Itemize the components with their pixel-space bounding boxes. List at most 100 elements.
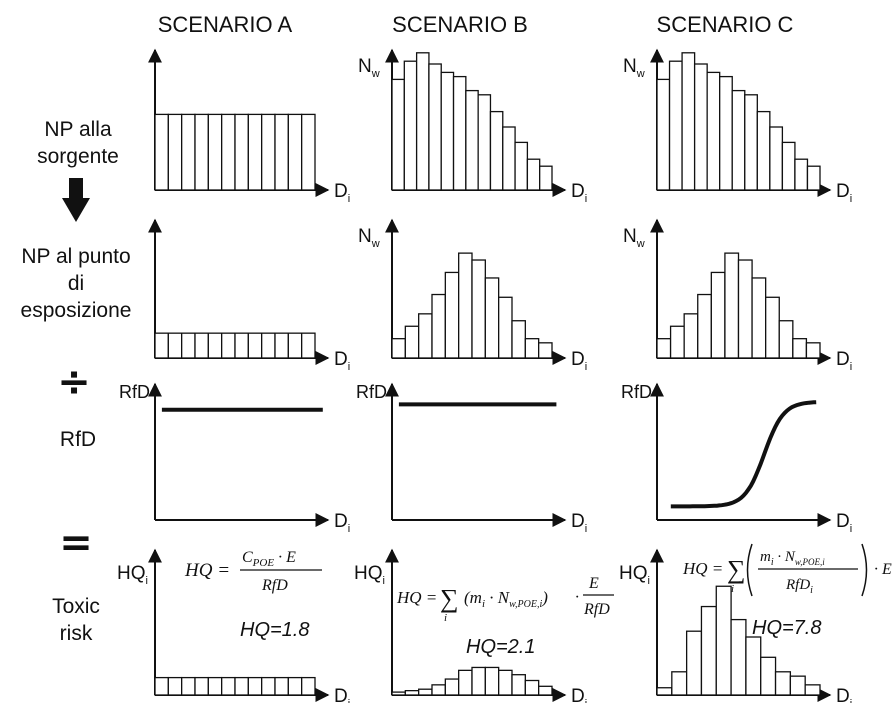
histogram-bar: [431, 293, 446, 359]
row-label-exposure-1: NP al punto: [21, 245, 130, 268]
x-axis-label: Di: [571, 181, 587, 205]
hq-value-b: HQ=2.1: [466, 636, 535, 658]
histogram-bar: [539, 165, 553, 191]
panel-r4-c2: Di HQi: [354, 548, 587, 703]
histogram-bar: [167, 676, 183, 696]
y-axis-label: HQi: [117, 563, 148, 587]
histogram-bar: [167, 113, 183, 191]
x-axis-label: Di: [334, 349, 350, 373]
down-arrow-icon: [62, 178, 90, 222]
row-label-rfd: RfD: [60, 428, 96, 451]
x-axis-label: Di: [571, 686, 587, 703]
x-axis-label: Di: [836, 349, 852, 373]
histogram-bar: [274, 332, 289, 359]
histogram-bar: [221, 113, 236, 191]
svg-text:·: ·: [575, 589, 579, 606]
panels-grid: Di Di Nw Di Nw Di Di Nw Di Nw Di RfD Di RfD Di RfD Di HQi…: [117, 48, 852, 703]
histogram-bar: [671, 671, 688, 696]
histogram-bar: [301, 676, 316, 696]
histogram-bar: [440, 71, 455, 191]
panel-r1-c1: Di: [148, 48, 350, 205]
row-label-risk-1: Toxic: [52, 595, 100, 618]
svg-text:∑: ∑: [440, 584, 459, 613]
panel-r3-c3: Di RfD: [621, 382, 852, 535]
rfd-curve: [670, 400, 817, 509]
histogram-bar: [391, 338, 406, 359]
histogram-bar: [719, 75, 733, 191]
histogram-bar: [471, 259, 486, 359]
svg-text:HQ =: HQ =: [396, 588, 437, 607]
histogram-bar: [484, 666, 500, 696]
svg-text:RfD: RfD: [261, 577, 288, 594]
svg-text:i: i: [731, 583, 734, 595]
histogram-bar: [778, 320, 794, 359]
svg-text:· E: · E: [874, 561, 892, 578]
svg-text:CPOE · E: CPOE · E: [242, 549, 296, 569]
histogram-bar: [781, 141, 796, 191]
y-axis-label: Nw: [358, 226, 380, 250]
histogram-bar: [167, 332, 183, 359]
x-axis-label: Di: [334, 686, 350, 703]
histogram-bar: [794, 158, 809, 191]
histogram-bar: [693, 63, 708, 191]
svg-text:∑: ∑: [727, 555, 746, 584]
svg-text:E: E: [588, 575, 599, 592]
histogram-bar: [471, 666, 486, 696]
histogram-bar: [710, 271, 726, 359]
panel-r3-c1: Di RfD: [119, 382, 350, 535]
histogram-bar: [751, 277, 767, 359]
histogram-bar: [806, 165, 821, 191]
x-axis-label: Di: [836, 181, 852, 205]
panel-r1-c3: Di Nw: [623, 48, 852, 205]
histogram-bar: [207, 332, 223, 359]
panel-r3-c2: Di RfD: [356, 382, 587, 535]
histogram-bar: [669, 325, 685, 359]
histogram-bar: [744, 94, 758, 191]
histogram-bar: [301, 332, 316, 359]
histogram-bar: [511, 320, 526, 359]
histogram-bar: [418, 688, 433, 696]
formula-b: HQ = ∑ i (mi · Nw,POE,i) · E RfD: [396, 575, 614, 624]
histogram-bar: [765, 296, 780, 359]
y-axis-label: Nw: [623, 56, 645, 80]
histogram-bar: [234, 676, 249, 696]
histogram-bar: [458, 669, 473, 696]
panel-r2-c3: Di Nw: [623, 218, 852, 373]
histogram-bar: [194, 676, 209, 696]
histogram-bar: [731, 89, 746, 191]
svg-text:RfD: RfD: [583, 601, 610, 618]
histogram-bar: [431, 684, 446, 696]
histogram-bar: [247, 676, 263, 696]
svg-text:RfDi: RfDi: [785, 577, 813, 596]
header-scenario-a: SCENARIO A: [158, 12, 293, 37]
histogram-bar: [415, 52, 430, 191]
y-axis-label: HQi: [354, 563, 385, 587]
histogram-bar: [526, 158, 541, 191]
histogram-bar: [452, 75, 467, 191]
histogram-bar: [769, 126, 784, 191]
histogram-bar: [774, 671, 792, 696]
hq-value-c: HQ=7.8: [752, 617, 821, 639]
histogram-bar: [498, 296, 513, 359]
row-label-exposure-3: esposizione: [21, 299, 132, 322]
equals-symbol: =: [59, 520, 93, 566]
histogram-bar: [247, 113, 263, 191]
histogram-bar: [301, 113, 316, 191]
histogram-bar: [745, 636, 762, 696]
histogram-bar: [247, 332, 263, 359]
histogram-bar: [511, 674, 526, 696]
histogram-bar: [428, 63, 442, 191]
histogram-bar: [792, 338, 808, 359]
histogram-bar: [181, 332, 196, 359]
histogram-bar: [656, 78, 671, 191]
histogram-bar: [789, 675, 806, 696]
svg-text:HQ =: HQ =: [184, 560, 230, 581]
panel-r2-c1: Di: [148, 218, 350, 373]
row-label-risk-2: risk: [60, 622, 93, 645]
histogram-bar: [418, 313, 433, 359]
histogram-bar: [154, 113, 169, 191]
histogram-bar: [760, 656, 777, 696]
histogram-bar: [234, 113, 249, 191]
histogram-bar: [756, 110, 771, 191]
